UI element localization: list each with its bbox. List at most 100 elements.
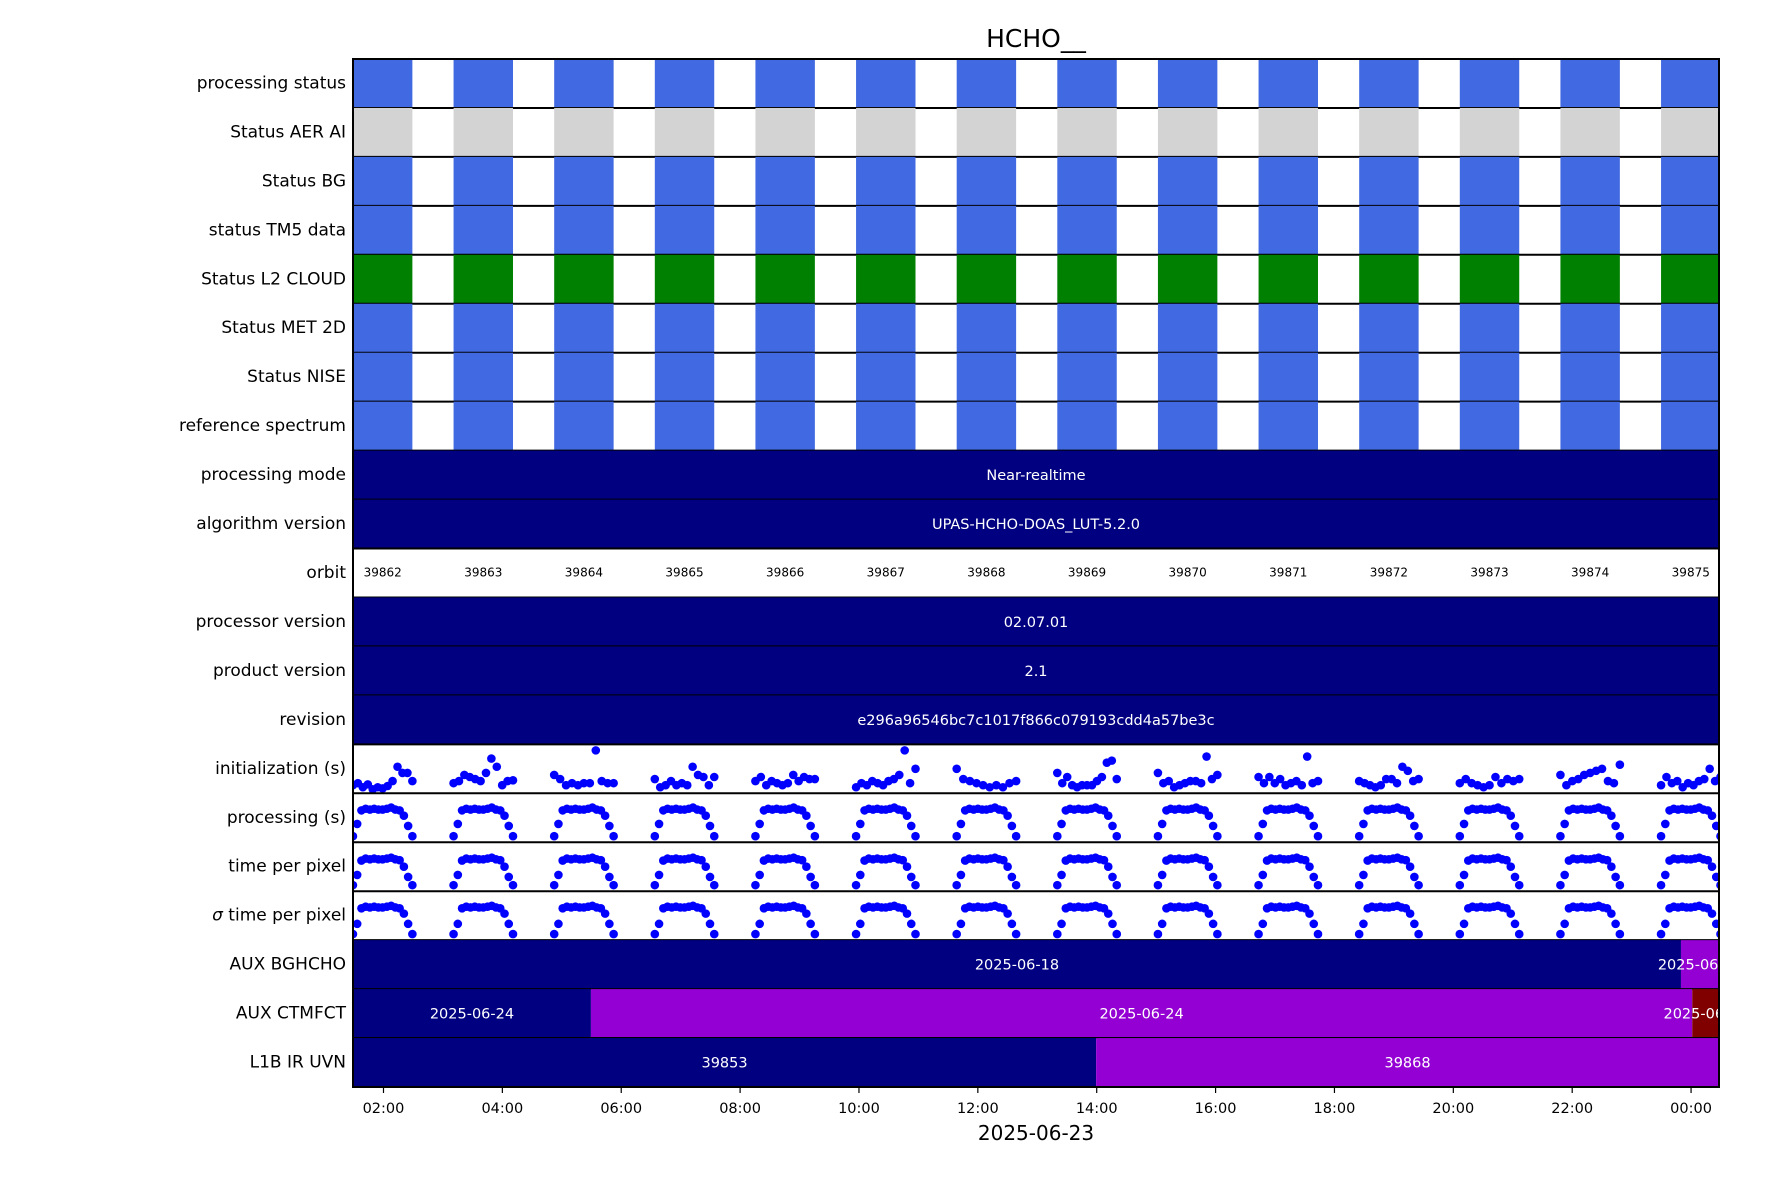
x-tick-label: 04:00 <box>481 1101 523 1117</box>
data-point <box>958 774 968 784</box>
data-point <box>911 929 920 939</box>
status-block-39863 <box>453 401 513 451</box>
bar-segment-label: 2025-06-18 <box>975 958 1059 974</box>
status-block-39871 <box>1258 107 1318 157</box>
data-point <box>399 909 409 918</box>
data-point <box>985 782 995 792</box>
data-point <box>1103 811 1113 821</box>
status-block-39872 <box>1359 352 1419 402</box>
data-point <box>1514 831 1524 841</box>
data-point <box>788 770 798 780</box>
data-point <box>1208 821 1218 831</box>
status-block-39874 <box>1560 107 1620 157</box>
data-point <box>508 831 518 841</box>
status-block-39863 <box>453 352 513 402</box>
orbit-label: 39866 <box>766 566 804 580</box>
data-point <box>1556 831 1565 841</box>
data-point <box>500 862 509 872</box>
data-point <box>810 880 820 890</box>
data-point <box>709 772 719 782</box>
data-point <box>1003 811 1012 821</box>
data-point <box>1108 919 1117 929</box>
status-block-39870 <box>1157 205 1218 255</box>
data-point <box>1254 772 1263 782</box>
data-point <box>1007 821 1017 831</box>
data-point <box>709 929 719 939</box>
status-block-39868 <box>956 254 1017 304</box>
status-block-39872 <box>1359 205 1419 255</box>
status-block-39871 <box>1258 205 1318 255</box>
data-point <box>500 811 509 821</box>
status-block-39874 <box>1560 401 1620 451</box>
data-point <box>399 811 409 821</box>
data-point <box>851 831 861 841</box>
data-point <box>449 880 458 890</box>
data-point <box>1414 929 1423 939</box>
data-point <box>1265 772 1274 782</box>
data-point <box>705 919 715 929</box>
bar-segment <box>353 940 1681 990</box>
data-point <box>894 770 904 780</box>
data-point <box>1300 855 1310 865</box>
status-block-39869 <box>1057 303 1117 353</box>
status-block-39866 <box>755 107 815 157</box>
data-point <box>1062 772 1072 782</box>
orbit-label: 39869 <box>1068 566 1106 580</box>
orbit-label: 39873 <box>1470 566 1508 580</box>
data-point <box>1656 880 1666 890</box>
data-point <box>508 775 518 785</box>
data-point <box>1053 831 1062 841</box>
orbit-label: 39867 <box>867 566 905 580</box>
row-reference-spectrum <box>353 401 1719 451</box>
row-label: orbit <box>306 563 346 583</box>
data-point <box>1003 909 1012 918</box>
data-point <box>1305 909 1314 918</box>
bar-segment-label: 2.1 <box>1024 664 1047 680</box>
row-label: Status NISE <box>247 367 346 387</box>
data-point <box>751 929 760 939</box>
data-point <box>1705 764 1714 774</box>
data-point <box>1615 760 1625 770</box>
status-block-39868 <box>956 59 1017 108</box>
bar-segment <box>353 989 591 1039</box>
data-point <box>965 776 975 786</box>
data-point <box>851 880 861 890</box>
data-point <box>1309 872 1319 882</box>
status-block-39872 <box>1359 401 1419 451</box>
data-point <box>1615 831 1625 841</box>
data-point <box>1153 929 1163 939</box>
status-block-39862 <box>353 156 413 206</box>
data-point <box>476 776 485 786</box>
data-point <box>806 821 815 831</box>
bar-segment <box>590 989 1693 1039</box>
data-point <box>1607 909 1616 918</box>
data-point <box>1410 919 1419 929</box>
data-point <box>353 870 362 880</box>
status-block-39869 <box>1057 107 1117 157</box>
data-point <box>596 855 606 865</box>
data-point <box>1414 774 1423 784</box>
data-point <box>395 855 404 865</box>
data-point <box>1202 752 1211 761</box>
data-point <box>1506 909 1516 918</box>
data-point <box>688 762 697 772</box>
data-point <box>1099 855 1109 865</box>
data-point <box>554 819 563 829</box>
data-point <box>1107 756 1117 765</box>
data-point <box>1011 880 1021 890</box>
data-point <box>1007 919 1017 929</box>
data-point <box>495 855 505 865</box>
row-status-tm5-data <box>353 205 1719 255</box>
status-block-39865 <box>654 156 715 206</box>
data-point <box>1611 919 1620 929</box>
status-block-39870 <box>1157 254 1218 304</box>
data-point <box>911 831 920 841</box>
data-point <box>654 870 664 880</box>
data-point <box>487 754 496 763</box>
data-point <box>1401 855 1411 865</box>
data-point <box>1485 780 1494 790</box>
data-point <box>952 929 961 939</box>
data-point <box>806 872 815 882</box>
data-point <box>1405 862 1415 872</box>
